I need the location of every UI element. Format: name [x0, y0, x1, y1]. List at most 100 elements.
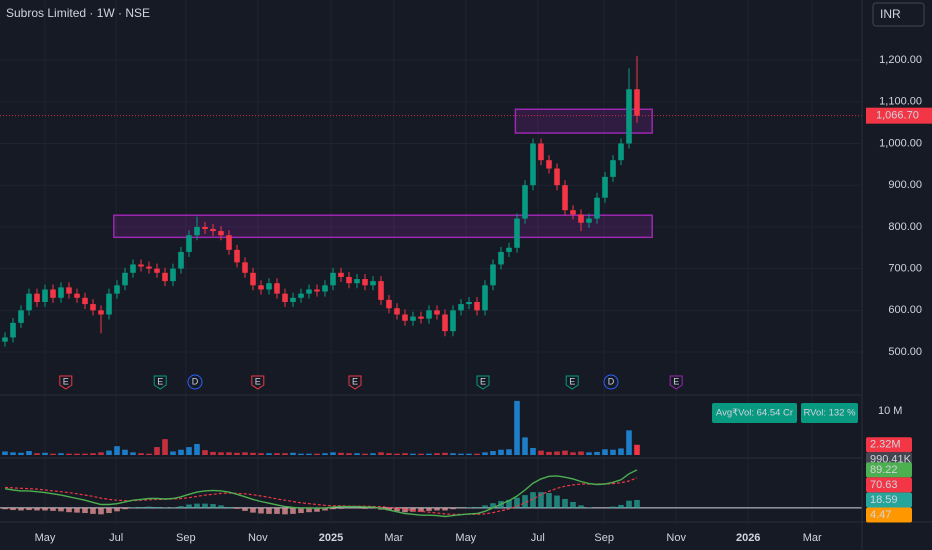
candle-body — [618, 143, 624, 161]
macd-histogram-bar — [218, 505, 224, 508]
macd-histogram-bar — [546, 492, 552, 508]
x-tick-label: Nov — [666, 532, 686, 544]
volume-bar — [434, 453, 440, 455]
macd-histogram-bar — [98, 507, 104, 515]
volume-bar — [506, 449, 512, 455]
volume-bar — [178, 449, 184, 455]
event-marker — [565, 375, 579, 390]
macd-histogram-bar — [418, 507, 424, 512]
candle-body — [66, 287, 72, 294]
event-marker — [251, 375, 265, 390]
macd-histogram-bar — [402, 507, 408, 513]
volume-bar — [570, 452, 576, 455]
volume-bar — [602, 449, 608, 455]
macd-histogram-bar — [610, 506, 616, 508]
x-tick-label: Sep — [176, 532, 196, 544]
macd-histogram-bar — [226, 507, 232, 508]
candle-body — [402, 314, 408, 321]
volume-bar — [250, 452, 256, 455]
volume-bar — [354, 453, 360, 455]
candle-body — [138, 264, 144, 267]
macd-histogram-bar — [10, 507, 16, 511]
y-tick-label: 1,100.00 — [879, 96, 922, 108]
event-marker — [603, 374, 619, 390]
volume-bar — [194, 444, 200, 455]
candle-body — [170, 268, 176, 282]
candle-body — [594, 197, 600, 219]
candle-body — [146, 266, 152, 269]
volume-bar — [10, 452, 16, 455]
y-tick-label: 900.00 — [888, 179, 922, 191]
signal-last-label-badge — [866, 477, 912, 493]
volume-bar — [586, 452, 592, 455]
volume-bar — [130, 452, 136, 455]
volume-bar — [546, 451, 552, 455]
macd-histogram-bar — [322, 507, 328, 511]
last-price-badge — [866, 107, 932, 124]
volume-bar — [106, 450, 112, 455]
volume-bar — [306, 453, 312, 455]
macd-histogram-bar — [186, 504, 192, 508]
volume-bar — [314, 453, 320, 455]
candle-body — [458, 304, 464, 311]
volume-bar — [330, 452, 336, 455]
candle-body — [466, 301, 472, 305]
x-tick-label: Sep — [594, 532, 614, 544]
volume-bar — [594, 451, 600, 455]
candle-body — [626, 89, 632, 144]
volume-bar — [90, 453, 96, 455]
rvol-badge — [801, 403, 858, 423]
macd-histogram-bar — [210, 504, 216, 508]
volume-bar — [338, 452, 344, 455]
signal-line — [4, 477, 638, 515]
volume-bar — [370, 453, 376, 455]
event-marker — [153, 375, 167, 390]
candle-body — [490, 264, 496, 286]
macd-histogram-bar — [482, 505, 488, 508]
macd-histogram-bar — [34, 507, 40, 511]
currency-label[interactable]: INR — [880, 7, 901, 21]
x-tick-label: May — [35, 532, 56, 544]
candle-body — [242, 262, 248, 273]
candle-body — [506, 247, 512, 252]
macd-histogram-bar — [50, 507, 56, 511]
volume-bar — [202, 450, 208, 455]
currency-button[interactable] — [872, 2, 925, 27]
candle-body — [578, 214, 584, 223]
volume-bar — [578, 451, 584, 455]
macd-histogram-bar — [634, 499, 640, 508]
event-marker — [476, 375, 490, 390]
volume-bar — [42, 452, 48, 455]
candle-body — [394, 308, 400, 315]
macd-histogram-bar — [330, 507, 336, 510]
volume-bar — [466, 453, 472, 455]
candle-body — [538, 143, 544, 161]
volume-bar — [34, 453, 40, 455]
volume-bar — [442, 452, 448, 455]
candle-body — [194, 226, 200, 236]
volume-bar — [234, 452, 240, 455]
macd-last-label-badge — [866, 462, 912, 478]
candle-body — [290, 297, 296, 302]
labels: May Jul Sep Nov 2025 Mar May Jul Sep Nov 2026 Mar 50… — [35, 54, 932, 544]
macd-histogram-bar — [146, 506, 152, 508]
volume-bar — [562, 450, 568, 455]
macd-histogram-bar — [450, 507, 456, 510]
volume-bar — [138, 453, 144, 455]
candle-body — [274, 283, 280, 294]
volume-bar — [282, 453, 288, 455]
y-tick-label: 1,000.00 — [879, 137, 922, 149]
candle-body — [266, 283, 272, 290]
grid — [0, 0, 862, 522]
event-label: E — [569, 376, 575, 386]
macd-histogram-bar — [234, 507, 240, 509]
y-tick-label: 600.00 — [888, 304, 922, 316]
candle-body — [258, 285, 264, 290]
candle-body — [418, 316, 424, 319]
volume-bar — [482, 452, 488, 455]
macd-histogram-bar — [618, 504, 624, 508]
macd-histogram-bar — [194, 503, 200, 508]
last-price-label: 1,066.70 — [876, 110, 919, 122]
volume-bar — [530, 447, 536, 455]
volume-bar — [362, 453, 368, 455]
